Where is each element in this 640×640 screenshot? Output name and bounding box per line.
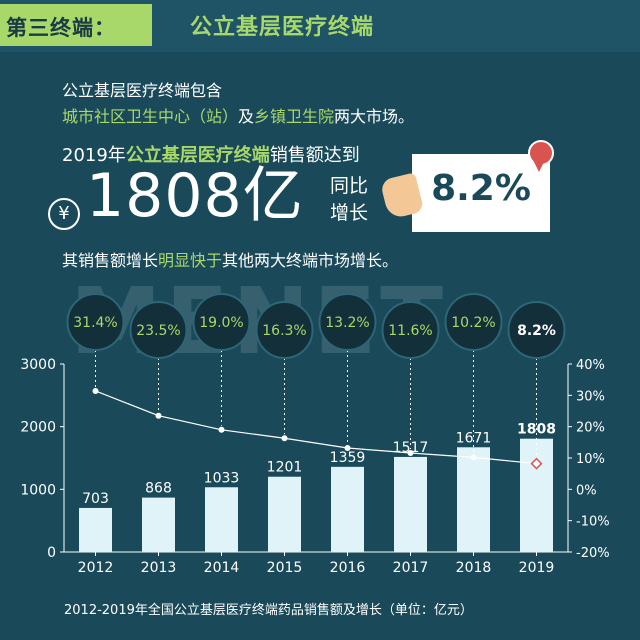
- bar-value-label: 1359: [330, 450, 366, 466]
- y2-tick-label: 30%: [576, 389, 605, 404]
- growth-label: 8.2%: [517, 323, 556, 339]
- growth-bubble: [129, 301, 188, 359]
- y2-tick-label: 40%: [576, 358, 605, 373]
- y2-tick-label: 10%: [576, 452, 605, 467]
- growth-point: [155, 412, 162, 419]
- x-tick-label: 2012: [78, 560, 114, 576]
- x-tick-label: 2013: [141, 560, 177, 576]
- intro-market-2: 乡镇卫生院: [254, 107, 335, 126]
- growth-point: [344, 444, 351, 451]
- growth-label: 11.6%: [388, 323, 432, 339]
- x-tick-label: 2015: [267, 560, 303, 576]
- headline-suffix: 销售额达到: [269, 145, 360, 166]
- y2-tick-label: -20%: [576, 546, 610, 561]
- intro-line-1: 公立基层医疗终端包含: [62, 81, 223, 100]
- section-tag: 第三终端：: [0, 4, 152, 46]
- growth-label: 31.4%: [73, 315, 117, 331]
- y-tick-label: 0: [47, 545, 56, 561]
- bar: [79, 507, 112, 552]
- intro-tail: 两大市场。: [334, 107, 415, 126]
- growth-point: [407, 449, 414, 456]
- bar-value-label: 703: [82, 491, 109, 507]
- chart-caption: 2012-2019年全国公立基层医疗终端药品销售额及增长（单位：亿元）: [64, 603, 473, 618]
- growth-label-yoy: 同比: [330, 175, 369, 197]
- bar-value-label: 1201: [267, 460, 303, 476]
- y-tick-label: 1000: [20, 482, 56, 498]
- growth-bubble: [318, 293, 377, 351]
- x-tick-label: 2014: [204, 560, 240, 576]
- header-bar: 第三终端： 公立基层医疗终端: [0, 0, 640, 52]
- intro-conj: 及: [238, 107, 255, 126]
- growth-label: 23.5%: [136, 323, 180, 339]
- bar: [520, 438, 553, 552]
- award-ribbon-tail-icon: [533, 160, 545, 172]
- x-tick-label: 2018: [456, 560, 492, 576]
- growth-bubble: [255, 301, 314, 359]
- bar-value-label: 868: [145, 481, 172, 497]
- growth-line: [95, 390, 537, 465]
- x-tick-label: 2019: [519, 560, 555, 576]
- x-tick-label: 2017: [393, 560, 429, 576]
- intro-line-2: 城市社区卫生中心（站）及乡镇卫生院两大市场。: [62, 103, 414, 127]
- growth-point: [470, 454, 477, 461]
- bar-value-label: 1671: [456, 430, 492, 446]
- growth-label: 13.2%: [325, 315, 369, 331]
- headline: 2019年公立基层医疗终端销售额达到: [62, 141, 360, 167]
- growth-bubble: [192, 293, 251, 351]
- headline-year: 2019年: [62, 145, 126, 166]
- y-tick-label: 2000: [20, 420, 56, 436]
- growth-label: 16.3%: [262, 323, 306, 339]
- bar: [394, 456, 427, 552]
- yen-icon: ¥: [48, 198, 80, 230]
- growth-label: 10.2%: [451, 315, 495, 331]
- y-tick-label: 3000: [20, 357, 56, 373]
- section-tag-label: 第三终端：: [6, 16, 116, 40]
- x-tick-label: 2016: [330, 560, 366, 576]
- growth-point: [92, 387, 99, 394]
- y2-tick-label: -10%: [576, 515, 610, 530]
- summary-part-1: 其销售额增长: [62, 251, 159, 270]
- growth-bubble: [444, 293, 503, 351]
- growth-bubble: [507, 301, 566, 359]
- bar: [205, 487, 238, 552]
- sales-growth-chart: 0 1000 2000 3000 -20% -10% 0% 10% 20% 30% 40% 703 20…: [20, 293, 610, 576]
- growth-card: 8.2%: [412, 154, 550, 232]
- bar: [268, 476, 301, 552]
- growth-label-increase: 增长: [330, 202, 369, 224]
- growth-bubble: [381, 301, 440, 359]
- growth-label: 19.0%: [199, 315, 243, 331]
- summary-part-2: 其他两大终端市场增长。: [222, 251, 399, 270]
- growth-point: [218, 426, 225, 433]
- summary: 其销售额增长明显快于其他两大终端市场增长。: [62, 247, 398, 271]
- growth-value: 8.2%: [431, 168, 531, 209]
- growth-bubble: [66, 293, 125, 351]
- sales-value: 1808亿: [86, 161, 304, 231]
- y2-tick-label: 20%: [576, 421, 605, 436]
- intro-market-1: 城市社区卫生中心（站）: [62, 107, 239, 126]
- growth-point: [281, 435, 288, 442]
- y2-tick-label: 0%: [576, 483, 597, 498]
- bar: [142, 497, 175, 552]
- bar: [331, 466, 364, 552]
- bar-value-label: 1033: [204, 470, 240, 486]
- page-title: 公立基层医疗终端: [190, 15, 375, 40]
- bar: [457, 447, 490, 552]
- growth-point-highlight: [530, 457, 543, 470]
- headline-highlight: 公立基层医疗终端: [125, 145, 270, 166]
- summary-highlight: 明显快于: [158, 251, 223, 270]
